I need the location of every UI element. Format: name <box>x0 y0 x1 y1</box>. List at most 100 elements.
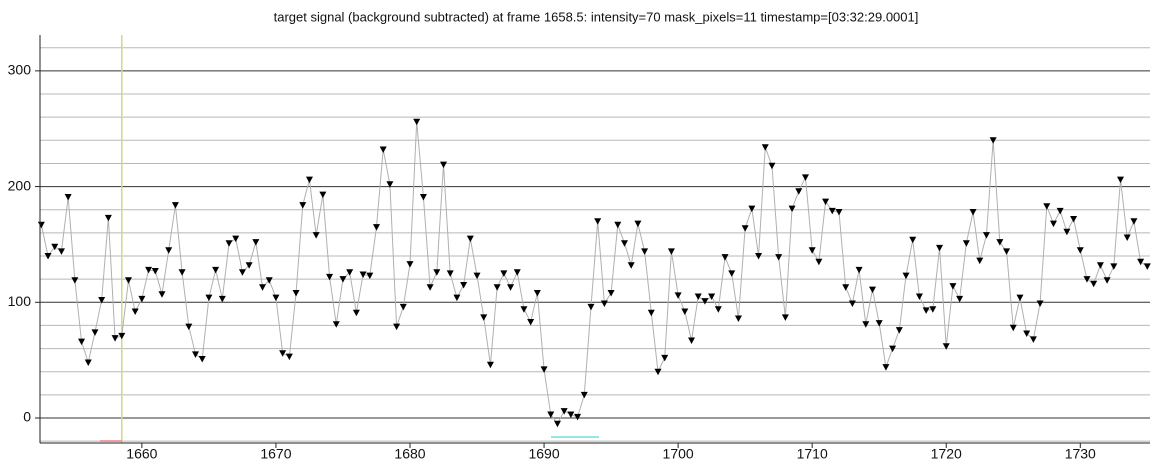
marker <box>533 290 541 297</box>
x-tick-label: 1700 <box>663 446 694 462</box>
x-tick-label: 1660 <box>126 446 157 462</box>
marker <box>460 281 468 289</box>
marker <box>848 300 856 307</box>
marker <box>654 368 662 376</box>
marker <box>1003 248 1011 255</box>
marker <box>1070 215 1078 223</box>
marker <box>225 240 233 247</box>
marker <box>118 332 126 340</box>
marker <box>835 209 843 216</box>
marker <box>688 337 696 344</box>
marker <box>989 137 997 144</box>
marker <box>372 224 380 231</box>
marker <box>272 294 280 302</box>
marker <box>815 258 823 266</box>
marker <box>433 269 441 276</box>
marker <box>1036 300 1044 307</box>
marker <box>78 338 86 346</box>
marker <box>259 284 267 291</box>
marker <box>399 303 407 311</box>
marker <box>701 298 709 305</box>
marker <box>453 294 461 302</box>
marker <box>319 191 327 199</box>
y-tick-label: 300 <box>8 62 32 78</box>
y-tick-label: 0 <box>23 409 31 425</box>
marker <box>768 162 776 170</box>
marker <box>104 214 112 222</box>
marker <box>520 306 528 313</box>
marker <box>728 270 736 277</box>
marker <box>440 161 448 169</box>
marker <box>493 284 501 291</box>
marker <box>587 303 595 311</box>
marker <box>57 248 65 255</box>
marker <box>936 244 944 252</box>
marker <box>37 221 45 229</box>
marker <box>111 335 119 342</box>
chart-title: target signal (background subtracted) at… <box>274 9 919 24</box>
marker <box>828 207 836 215</box>
marker <box>795 188 803 195</box>
marker <box>64 193 72 201</box>
marker <box>889 345 897 353</box>
marker <box>1130 218 1138 225</box>
marker <box>419 193 427 201</box>
marker <box>869 286 876 294</box>
marker <box>808 247 816 254</box>
marker <box>171 202 179 209</box>
marker <box>641 248 649 255</box>
marker <box>513 269 521 276</box>
marker <box>714 306 722 313</box>
marker <box>366 272 374 280</box>
marker <box>91 329 99 336</box>
marker <box>252 239 260 246</box>
marker <box>627 262 635 269</box>
marker <box>285 353 293 361</box>
marker <box>473 272 481 280</box>
marker <box>909 236 917 244</box>
marker <box>527 318 535 326</box>
marker <box>151 268 159 275</box>
marker <box>600 300 608 307</box>
marker <box>902 272 910 280</box>
marker <box>547 411 555 419</box>
marker <box>165 247 173 254</box>
marker <box>1023 330 1031 338</box>
marker <box>1137 258 1145 266</box>
marker <box>51 243 59 251</box>
marker <box>741 225 749 232</box>
x-tick-label: 1670 <box>260 446 291 462</box>
marker <box>185 323 193 331</box>
marker <box>788 205 796 213</box>
marker <box>486 361 494 369</box>
marker <box>647 309 655 317</box>
marker <box>466 235 474 243</box>
marker <box>1016 294 1024 302</box>
marker <box>755 253 763 260</box>
marker <box>359 271 367 279</box>
marker <box>694 293 702 301</box>
marker <box>480 314 488 321</box>
marker <box>332 321 340 328</box>
marker <box>734 315 742 322</box>
y-tick-label: 100 <box>8 293 32 309</box>
marker <box>238 269 246 276</box>
x-tick-label: 1710 <box>797 446 828 462</box>
marker <box>996 239 1004 246</box>
marker <box>922 307 930 314</box>
marker <box>1043 203 1051 210</box>
marker <box>178 269 186 276</box>
marker <box>1096 262 1104 269</box>
marker <box>265 277 273 284</box>
marker <box>446 270 454 277</box>
marker <box>895 327 903 334</box>
marker <box>721 254 729 261</box>
x-tick-label: 1690 <box>528 446 559 462</box>
marker <box>775 254 783 261</box>
marker <box>346 269 354 276</box>
marker <box>560 408 568 415</box>
marker <box>305 176 313 184</box>
marker <box>218 295 226 303</box>
marker <box>962 240 970 247</box>
